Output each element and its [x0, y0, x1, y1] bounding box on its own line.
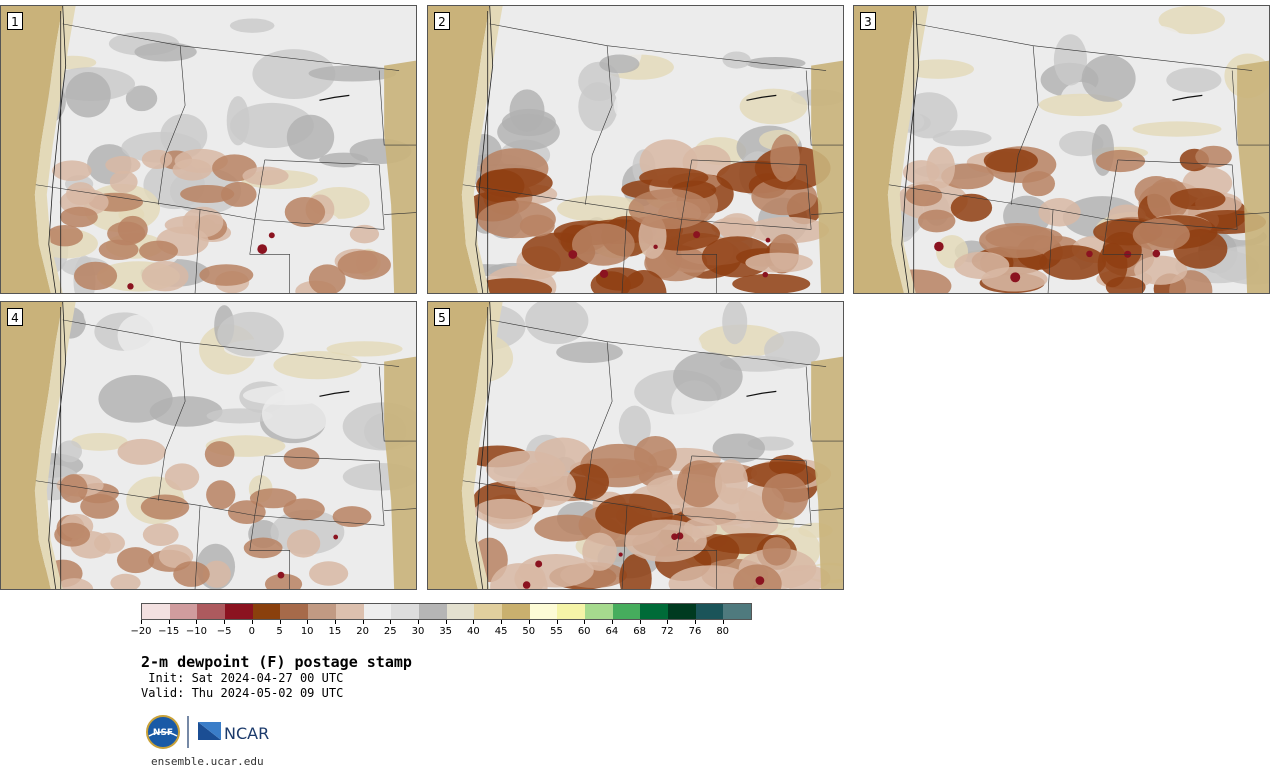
- colorbar-tick-label: 0: [248, 626, 255, 637]
- colorbar-tick-label: 55: [550, 626, 563, 637]
- colorbar-swatch: [668, 604, 696, 619]
- colorbar-tick: [584, 620, 586, 624]
- colorbar-swatch: [557, 604, 585, 619]
- colorbar-tick: [473, 620, 475, 624]
- colorbar-swatch: [225, 604, 253, 619]
- colorbar-swatch: [197, 604, 226, 619]
- colorbar-swatch: [640, 604, 669, 619]
- colorbar-tick-label: 5: [276, 626, 283, 637]
- colorbar-tick-label: −15: [158, 626, 180, 637]
- colorbar-swatch: [418, 604, 447, 619]
- colorbar-swatch: [529, 604, 558, 619]
- colorbar-swatch: [142, 604, 170, 619]
- panel-number: 5: [434, 308, 450, 326]
- colorbar-tick-label: 64: [605, 626, 619, 637]
- colorbar: [141, 603, 753, 620]
- colorbar-swatch: [612, 604, 641, 619]
- colorbar-tick: [445, 620, 447, 624]
- colorbar-swatch: [252, 604, 281, 619]
- colorbar-tick-label: 80: [716, 626, 730, 637]
- colorbar-tick-label: −20: [130, 626, 152, 637]
- panel-number: 4: [7, 308, 23, 326]
- colorbar-swatch: [363, 604, 392, 619]
- colorbar-tick: [279, 620, 281, 624]
- colorbar-tick-label: −10: [185, 626, 207, 637]
- colorbar-tick-label: 68: [633, 626, 646, 637]
- colorbar-swatch: [308, 604, 336, 619]
- map-4-svg: [1, 302, 416, 589]
- colorbar-tick-label: 25: [383, 626, 397, 637]
- colorbar-tick: [556, 620, 558, 624]
- colorbar-tick-label: 76: [688, 626, 702, 637]
- panel-number: 2: [434, 12, 450, 30]
- nsf-logo-icon: NSF NCAR: [146, 715, 269, 749]
- colorbar-tick: [251, 620, 253, 624]
- panel-number: 1: [7, 12, 23, 30]
- colorbar-tick: [639, 620, 641, 624]
- colorbar-tick-label: 45: [494, 626, 508, 637]
- map-panel-5: 5: [427, 301, 844, 590]
- colorbar-tick-label: 20: [356, 626, 369, 637]
- colorbar-tick: [224, 620, 226, 624]
- colorbar-swatch: [723, 604, 752, 619]
- map-panel-2: 2: [427, 5, 844, 294]
- map-3-svg: [854, 6, 1269, 293]
- ncar-logo-text: NCAR: [224, 724, 269, 743]
- colorbar-tick: [390, 620, 392, 624]
- colorbar-tick-label: −5: [216, 626, 232, 637]
- colorbar-swatch: [695, 604, 724, 619]
- map-2-svg: [428, 6, 843, 293]
- colorbar-tick: [196, 620, 198, 624]
- colorbar-tick-label: 50: [522, 626, 536, 637]
- colorbar-tick: [307, 620, 309, 624]
- colorbar-tick: [168, 620, 170, 624]
- colorbar-swatch: [501, 604, 530, 619]
- colorbar-tick-label: 35: [439, 626, 453, 637]
- colorbar-swatch: [446, 604, 475, 619]
- colorbar-tick-label: 15: [328, 626, 342, 637]
- colorbar-swatch: [585, 604, 613, 619]
- map-1-svg: [1, 6, 416, 293]
- colorbar-tick: [695, 620, 696, 624]
- colorbar-tick: [611, 620, 613, 624]
- site-url: ensemble.ucar.edu: [151, 755, 264, 768]
- map-panel-3: 3: [853, 5, 1270, 294]
- logos: NSF NCAR: [145, 714, 285, 750]
- colorbar-tick-label: 60: [577, 626, 591, 637]
- colorbar-tick-label: 30: [411, 626, 425, 637]
- colorbar-swatch: [169, 604, 198, 619]
- map-panel-1: 1: [0, 5, 417, 294]
- colorbar-tick: [722, 620, 724, 624]
- colorbar-tick-label: 40: [467, 626, 480, 637]
- colorbar-tick-label: 72: [660, 626, 674, 637]
- map-5-svg: [428, 302, 843, 589]
- colorbar-tick: [141, 620, 142, 624]
- panel-number: 3: [860, 12, 876, 30]
- colorbar-swatch: [280, 604, 309, 619]
- colorbar-tick: [528, 620, 530, 624]
- colorbar-tick-label: 10: [300, 626, 314, 637]
- colorbar-swatch: [391, 604, 419, 619]
- colorbar-swatch: [335, 604, 364, 619]
- colorbar-ticks: −20 −15 −10 −5 0 5 10 15 20 25 30 35 40 45 50 55 60 64 68 7…: [130, 620, 761, 640]
- colorbar-swatch: [474, 604, 502, 619]
- nsf-logo-text: NSF: [153, 728, 173, 738]
- map-panel-4: 4: [0, 301, 417, 590]
- colorbar-tick: [362, 620, 364, 624]
- valid-time: Valid: Thu 2024-05-02 09 UTC: [141, 686, 344, 700]
- colorbar-tick: [418, 620, 419, 624]
- colorbar-tick: [667, 620, 669, 624]
- init-time: Init: Sat 2024-04-27 00 UTC: [141, 671, 344, 685]
- colorbar-tick: [334, 620, 336, 624]
- plot-title: 2-m dewpoint (F) postage stamp: [141, 653, 412, 671]
- colorbar-tick: [501, 620, 503, 624]
